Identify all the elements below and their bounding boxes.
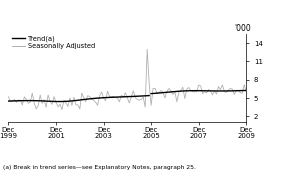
Text: (a) Break in trend series—see Explanatory Notes, paragraph 25.: (a) Break in trend series—see Explanator… (3, 165, 196, 170)
Legend: Trend(a), Seasonally Adjusted: Trend(a), Seasonally Adjusted (12, 36, 95, 49)
Text: '000: '000 (234, 24, 251, 33)
